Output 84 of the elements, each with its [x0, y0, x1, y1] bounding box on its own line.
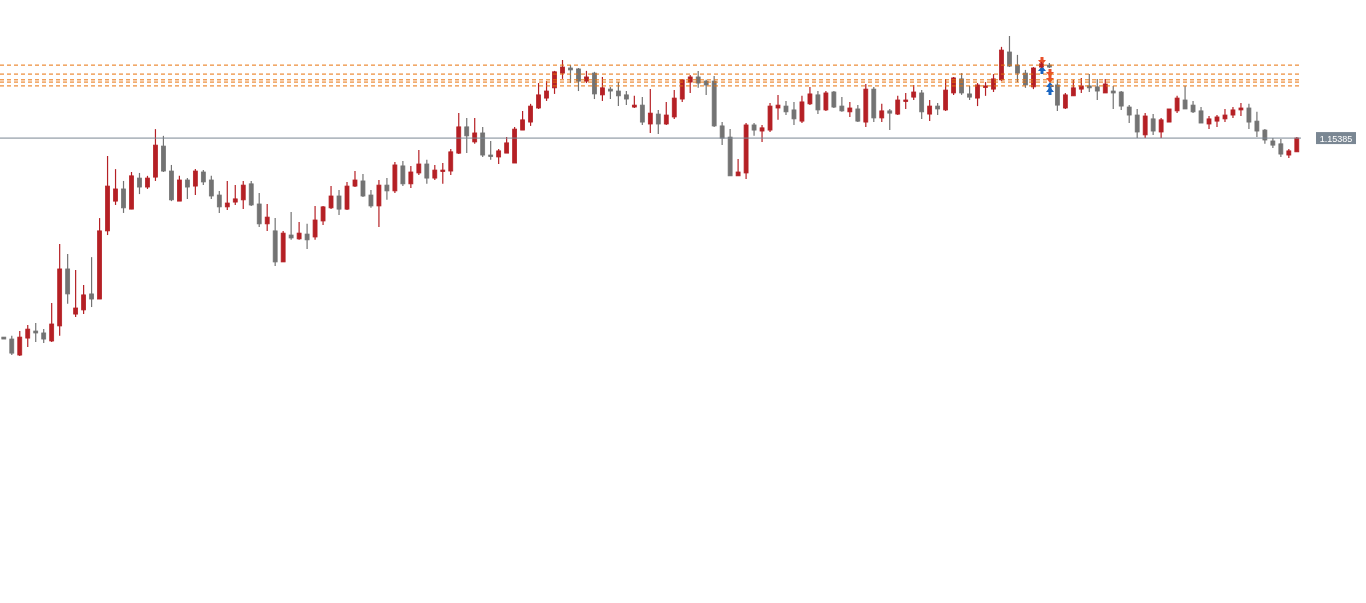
candlestick: [81, 284, 86, 315]
candlestick: [304, 223, 310, 250]
candlestick: [185, 177, 190, 200]
candlestick: [879, 103, 885, 123]
candlestick: [1134, 108, 1140, 139]
candlestick: [775, 94, 781, 121]
candlestick: [240, 180, 246, 210]
candlestick: [400, 160, 406, 187]
candlestick: [336, 189, 342, 216]
candlestick: [592, 71, 597, 100]
candlestick: [177, 175, 182, 202]
candlestick: [1246, 103, 1252, 130]
candlestick: [927, 99, 933, 122]
candlestick: [1254, 111, 1260, 138]
candlestick: [408, 165, 414, 189]
candlestick: [759, 124, 765, 143]
candlestick: [600, 76, 605, 102]
candlestick: [488, 140, 494, 161]
candlestick: [544, 80, 549, 102]
candlestick: [89, 256, 94, 308]
candlestick: [639, 96, 645, 126]
candlestick: [1110, 85, 1116, 110]
candlestick: [616, 81, 621, 107]
candlestick: [448, 148, 454, 176]
candlestick: [663, 101, 669, 126]
candlestick: [192, 168, 198, 196]
candlestick: [296, 221, 302, 241]
text: 1.15385: [1319, 133, 1353, 144]
candlestick: [224, 180, 230, 211]
candlestick: [17, 330, 23, 356]
candlestick: [1142, 112, 1148, 139]
candlestick: [1015, 54, 1020, 83]
candlestick: [671, 89, 677, 120]
candlestick: [887, 108, 893, 131]
candlestick: [384, 177, 390, 201]
candlestick: [536, 82, 541, 110]
candlestick: [376, 179, 382, 228]
candlestick: [647, 88, 653, 134]
candlestick: [416, 149, 422, 176]
candlestick: [440, 162, 446, 185]
candlestick: [312, 205, 318, 241]
candlestick: [1094, 78, 1100, 101]
candlestick: [137, 172, 142, 195]
candlestick: [943, 78, 949, 112]
candlestick: [121, 180, 126, 214]
candlestick: [360, 173, 366, 198]
candlestick: [424, 159, 430, 185]
candlestick: [560, 59, 565, 80]
candlestick: [232, 184, 238, 206]
candlestick: [464, 117, 470, 154]
candlestick: [208, 175, 214, 200]
candlestick: [975, 82, 980, 107]
candlestick: [735, 158, 741, 177]
candlestick: [113, 168, 118, 206]
candlestick: [344, 181, 350, 211]
candlestick: [1182, 85, 1188, 110]
candlestick: [1150, 113, 1156, 136]
candlestick: [288, 211, 294, 241]
candlestick: [815, 90, 821, 115]
candlestick: [264, 203, 270, 232]
candlestick: [807, 86, 813, 106]
candlestick: [520, 110, 525, 131]
candlestick: [799, 95, 805, 124]
candlestick: [73, 269, 79, 318]
candlestick: [823, 90, 829, 112]
candlestick: [791, 101, 797, 126]
candlestick: [1118, 90, 1124, 111]
candlestick: [328, 185, 334, 210]
candlestick: [256, 192, 262, 228]
candlestick: [576, 67, 581, 92]
candlestick: [1238, 102, 1244, 117]
candlestick: [655, 109, 661, 135]
candlestick: [33, 322, 39, 343]
candlestick: [49, 302, 55, 343]
candlestick: [1054, 79, 1060, 112]
candlestick: [25, 324, 31, 348]
candlestick: [528, 103, 533, 127]
candlestick: [248, 180, 254, 207]
candlestick: [9, 335, 15, 356]
candlestick: [919, 89, 925, 120]
candlestick: [1158, 117, 1164, 139]
candlestick: [480, 126, 486, 158]
candlestick: [216, 190, 222, 214]
candlestick: [719, 121, 725, 146]
